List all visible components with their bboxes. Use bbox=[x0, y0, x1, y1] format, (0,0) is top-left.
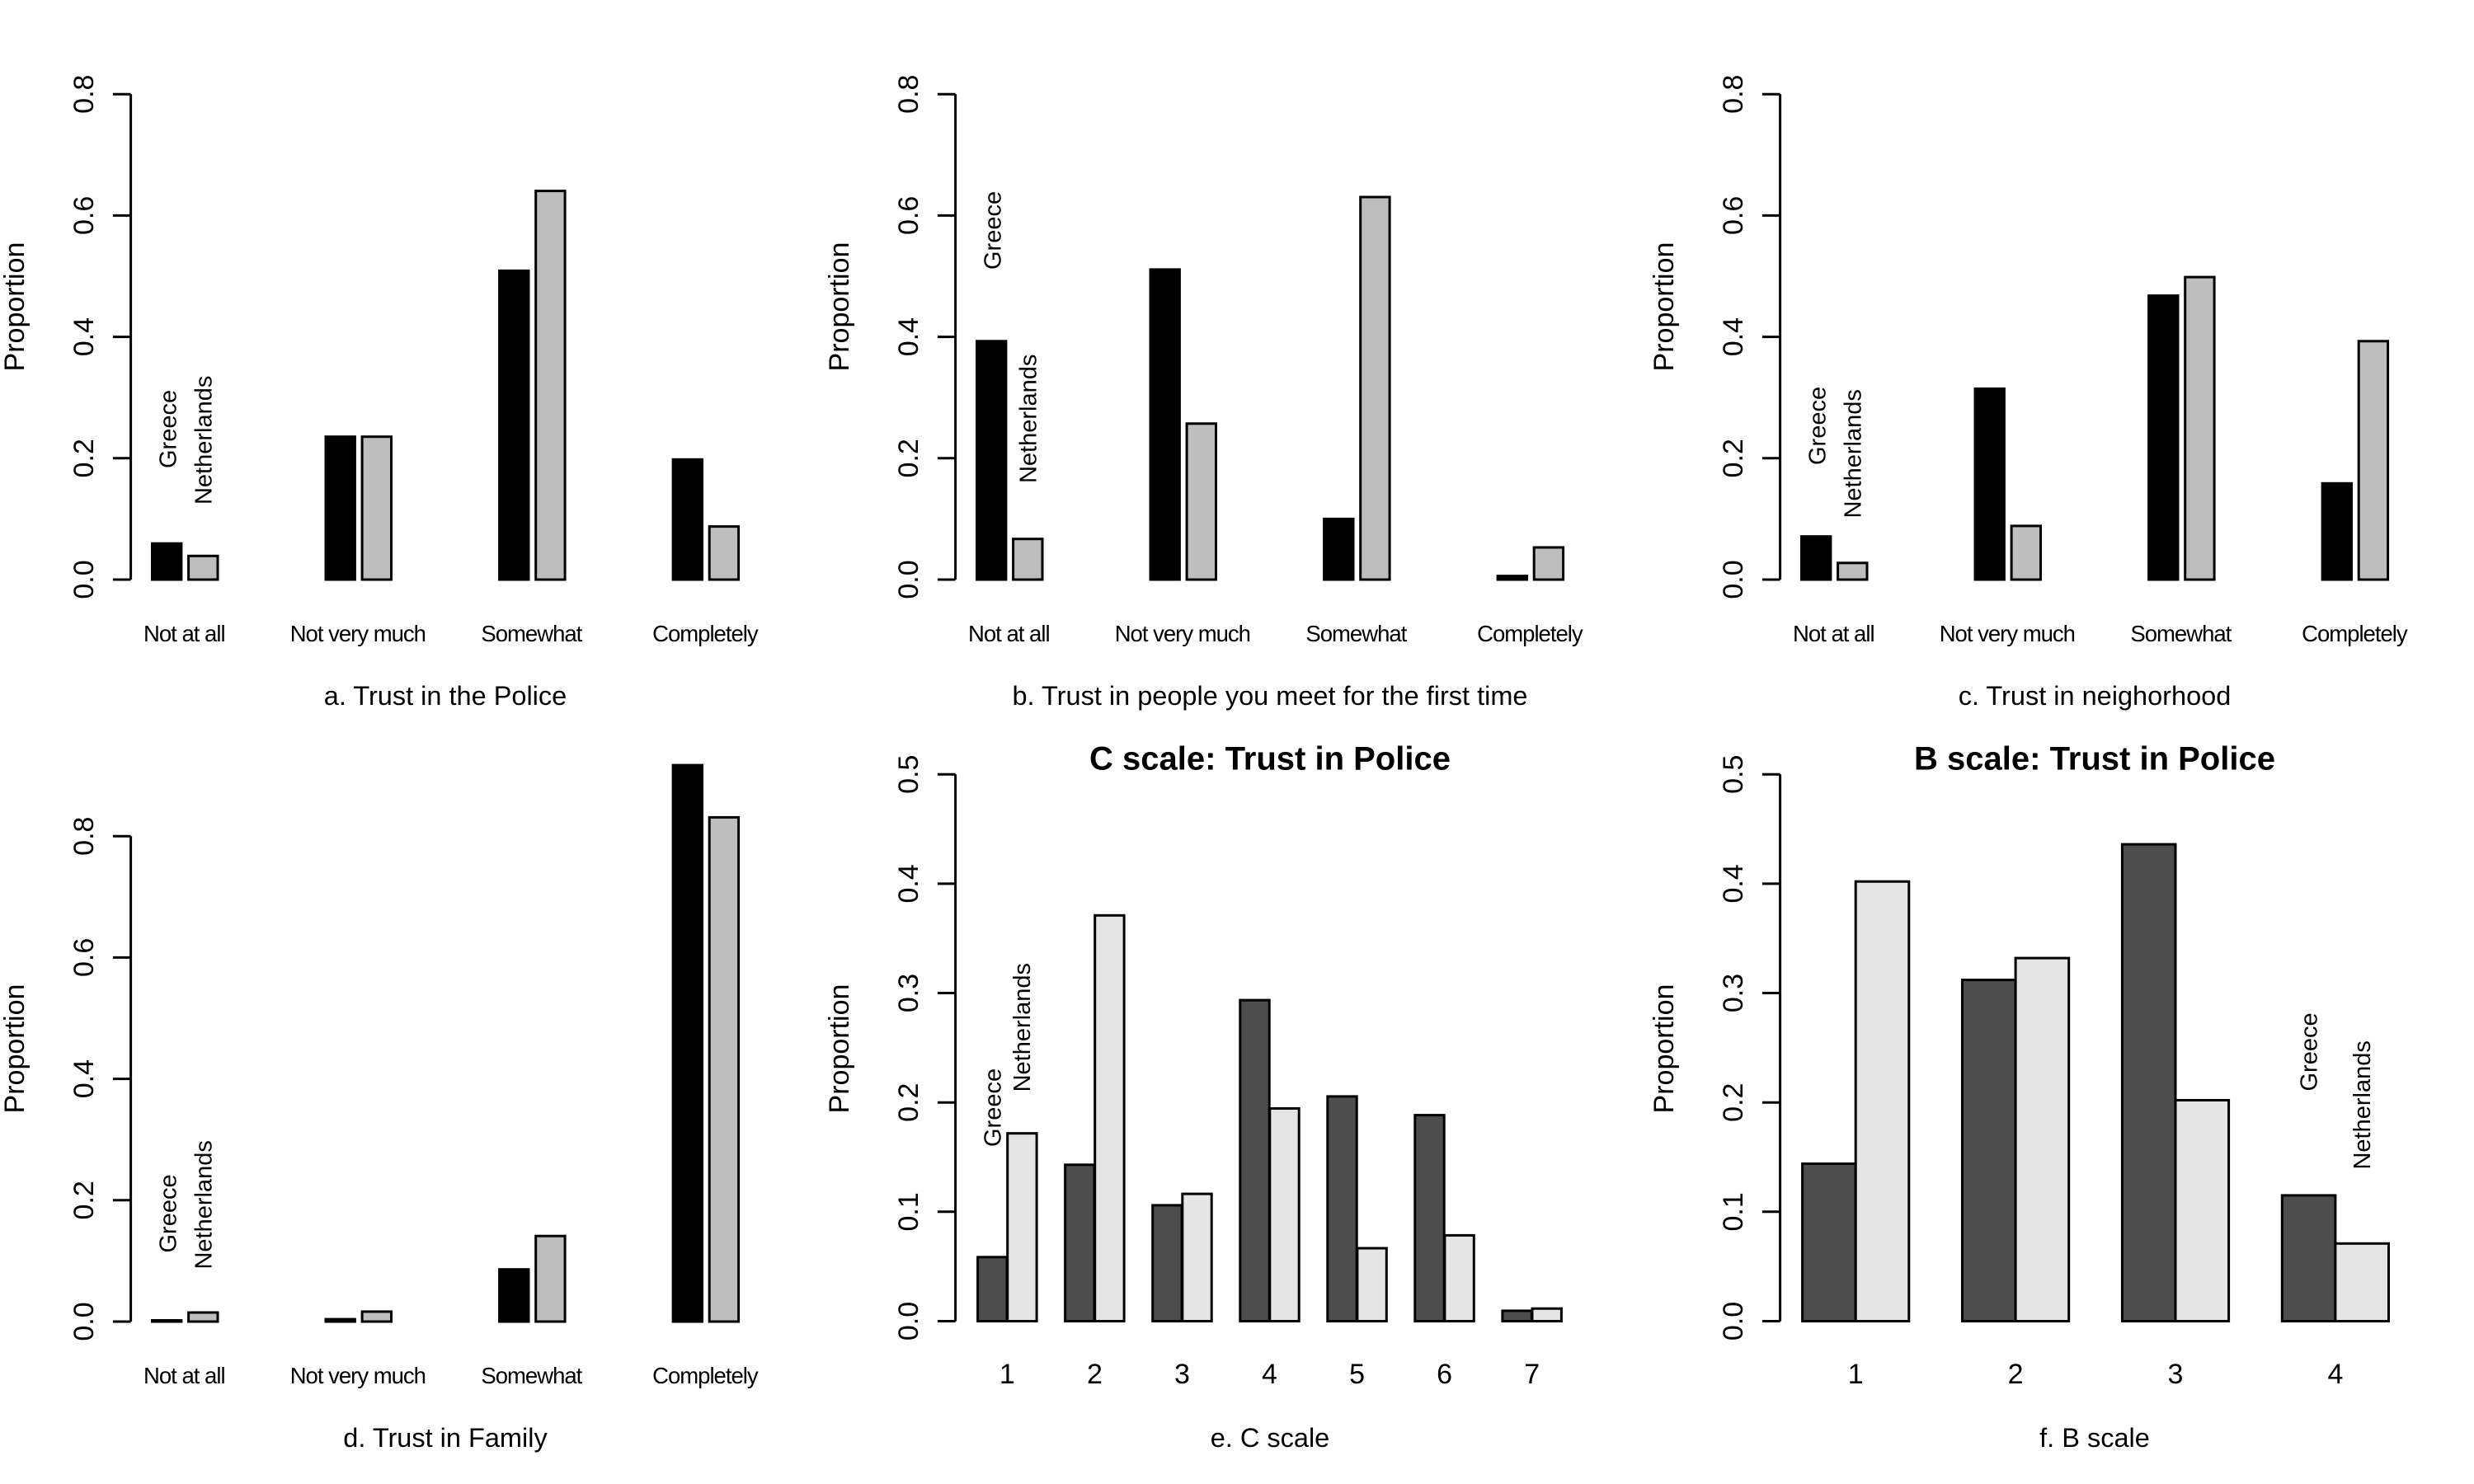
svg-text:0.8: 0.8 bbox=[893, 75, 924, 114]
svg-text:Not at all: Not at all bbox=[143, 1363, 225, 1388]
svg-text:0.4: 0.4 bbox=[68, 1059, 100, 1098]
svg-text:0.1: 0.1 bbox=[893, 1192, 924, 1231]
svg-text:0.5: 0.5 bbox=[1718, 755, 1749, 794]
svg-text:Completely: Completely bbox=[652, 621, 759, 646]
svg-text:Proportion: Proportion bbox=[0, 242, 31, 372]
svg-text:Completely: Completely bbox=[2302, 621, 2408, 646]
svg-text:Netherlands: Netherlands bbox=[190, 1140, 217, 1269]
svg-text:Greece: Greece bbox=[155, 390, 181, 468]
svg-text:0.6: 0.6 bbox=[68, 938, 100, 977]
svg-text:0.6: 0.6 bbox=[1718, 196, 1749, 235]
svg-text:3: 3 bbox=[2168, 1359, 2184, 1390]
svg-text:3: 3 bbox=[1174, 1359, 1190, 1390]
svg-text:2: 2 bbox=[1087, 1359, 1103, 1390]
svg-text:0.0: 0.0 bbox=[893, 1302, 924, 1341]
svg-text:C scale: Trust in Police: C scale: Trust in Police bbox=[1089, 741, 1451, 777]
svg-text:Greece: Greece bbox=[1804, 387, 1831, 465]
svg-text:b. Trust in people you meet fo: b. Trust in people you meet for the firs… bbox=[1012, 681, 1527, 711]
svg-text:0.3: 0.3 bbox=[1718, 974, 1749, 1012]
svg-text:Netherlands: Netherlands bbox=[1015, 355, 1042, 483]
svg-text:Not very much: Not very much bbox=[1940, 621, 2075, 646]
svg-text:0.8: 0.8 bbox=[1718, 75, 1749, 114]
svg-text:Proportion: Proportion bbox=[824, 242, 855, 372]
svg-text:0.0: 0.0 bbox=[68, 560, 100, 599]
svg-text:0.2: 0.2 bbox=[1718, 1083, 1749, 1122]
svg-text:5: 5 bbox=[1349, 1359, 1365, 1390]
svg-text:0.4: 0.4 bbox=[68, 317, 100, 356]
svg-text:B scale: Trust in Police: B scale: Trust in Police bbox=[1914, 741, 2275, 777]
svg-text:Proportion: Proportion bbox=[1649, 242, 1680, 372]
svg-text:0.4: 0.4 bbox=[1718, 864, 1749, 903]
svg-text:0.8: 0.8 bbox=[68, 75, 100, 114]
svg-text:Not very much: Not very much bbox=[1115, 621, 1250, 646]
svg-text:Proportion: Proportion bbox=[0, 984, 31, 1114]
svg-text:Not very much: Not very much bbox=[290, 621, 426, 646]
svg-text:1: 1 bbox=[999, 1359, 1015, 1390]
svg-text:Proportion: Proportion bbox=[824, 984, 855, 1114]
svg-text:Greece: Greece bbox=[980, 1068, 1006, 1147]
svg-text:d. Trust in Family: d. Trust in Family bbox=[343, 1423, 548, 1453]
svg-text:0.6: 0.6 bbox=[68, 196, 100, 235]
svg-text:0.5: 0.5 bbox=[893, 755, 924, 794]
svg-text:e. C scale: e. C scale bbox=[1211, 1423, 1330, 1453]
svg-text:1: 1 bbox=[1848, 1359, 1864, 1390]
svg-text:Greece: Greece bbox=[980, 191, 1006, 270]
svg-text:Somewhat: Somewhat bbox=[481, 1363, 582, 1388]
svg-text:c. Trust in neighorhood: c. Trust in neighorhood bbox=[1959, 681, 2232, 711]
svg-text:Completely: Completely bbox=[1477, 621, 1583, 646]
svg-text:0.0: 0.0 bbox=[68, 1302, 100, 1341]
svg-text:0.3: 0.3 bbox=[893, 974, 924, 1012]
svg-text:Not at all: Not at all bbox=[968, 621, 1050, 646]
svg-text:Not at all: Not at all bbox=[143, 621, 225, 646]
svg-text:0.0: 0.0 bbox=[893, 560, 924, 599]
svg-text:0.2: 0.2 bbox=[1718, 439, 1749, 477]
svg-text:2: 2 bbox=[2008, 1359, 2024, 1390]
svg-text:Somewhat: Somewhat bbox=[481, 621, 582, 646]
svg-text:0.4: 0.4 bbox=[893, 317, 924, 356]
svg-text:0.2: 0.2 bbox=[68, 1181, 100, 1219]
svg-text:f. B scale: f. B scale bbox=[2039, 1423, 2150, 1453]
svg-text:0.6: 0.6 bbox=[893, 196, 924, 235]
svg-text:a. Trust in the Police: a. Trust in the Police bbox=[324, 681, 567, 711]
svg-text:Not at all: Not at all bbox=[1793, 621, 1874, 646]
svg-text:0.4: 0.4 bbox=[1718, 317, 1749, 356]
svg-text:0.0: 0.0 bbox=[1718, 560, 1749, 599]
svg-text:Greece: Greece bbox=[155, 1174, 181, 1252]
svg-text:Netherlands: Netherlands bbox=[1009, 963, 1036, 1092]
svg-text:0.2: 0.2 bbox=[893, 439, 924, 477]
svg-text:0.4: 0.4 bbox=[893, 864, 924, 903]
svg-text:7: 7 bbox=[1524, 1359, 1540, 1390]
svg-text:Completely: Completely bbox=[652, 1363, 759, 1388]
svg-text:Somewhat: Somewhat bbox=[2130, 621, 2232, 646]
svg-text:0.2: 0.2 bbox=[68, 439, 100, 477]
svg-text:0.2: 0.2 bbox=[893, 1083, 924, 1122]
svg-text:Greece: Greece bbox=[2297, 1012, 2323, 1091]
svg-text:0.1: 0.1 bbox=[1718, 1192, 1749, 1231]
svg-text:4: 4 bbox=[1262, 1359, 1277, 1390]
svg-text:Proportion: Proportion bbox=[1649, 984, 1680, 1114]
svg-text:Netherlands: Netherlands bbox=[1840, 389, 1866, 518]
svg-text:6: 6 bbox=[1437, 1359, 1452, 1390]
svg-text:Somewhat: Somewhat bbox=[1305, 621, 1407, 646]
svg-text:Not very much: Not very much bbox=[290, 1363, 426, 1388]
svg-text:Netherlands: Netherlands bbox=[190, 376, 217, 505]
svg-text:4: 4 bbox=[2327, 1359, 2343, 1390]
svg-text:0.8: 0.8 bbox=[68, 817, 100, 856]
svg-text:Netherlands: Netherlands bbox=[2349, 1040, 2376, 1169]
svg-text:0.0: 0.0 bbox=[1718, 1302, 1749, 1341]
